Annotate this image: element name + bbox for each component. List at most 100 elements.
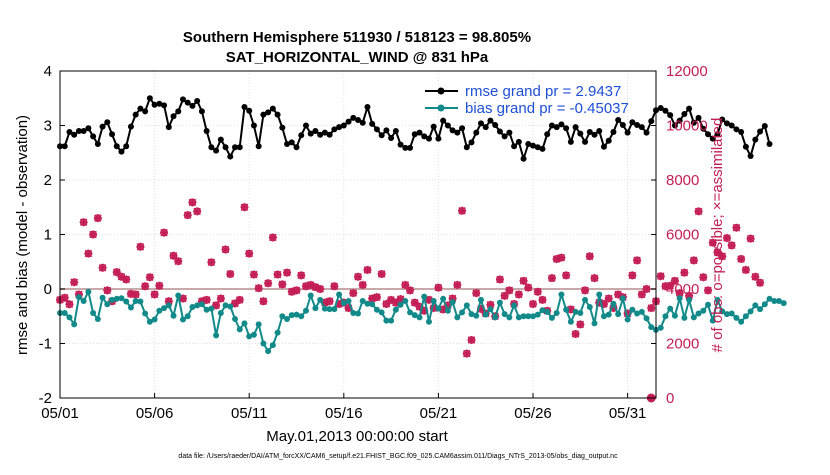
bias-point <box>619 295 626 302</box>
x-tick-label: 05/26 <box>514 405 552 422</box>
rmse-point <box>473 129 480 136</box>
rmse-point <box>94 141 101 148</box>
bias-point <box>241 320 248 327</box>
obs-assimilated-marker <box>84 249 93 258</box>
bias-point <box>780 300 787 307</box>
obs-assimilated-marker <box>145 273 154 282</box>
rmse-point <box>146 95 153 102</box>
obs-assimilated-marker <box>117 272 126 281</box>
obs-assimilated-marker <box>476 304 485 313</box>
obs-assimilated-marker <box>713 248 722 257</box>
x-axis-label: May.01,2013 00:00:00 start <box>266 428 448 445</box>
rmse-point <box>492 121 499 128</box>
bias-point <box>373 306 380 313</box>
bias-point <box>742 313 749 320</box>
bias-point <box>165 302 172 309</box>
rmse-point <box>203 127 210 134</box>
rmse-point <box>388 135 395 142</box>
obs-assimilated-marker <box>283 268 292 277</box>
bias-point <box>137 298 144 305</box>
obs-assimilated-marker <box>727 241 736 250</box>
obs-assimilated-marker <box>604 294 613 303</box>
rmse-point <box>624 129 631 136</box>
obs-assimilated-marker <box>500 291 509 300</box>
rmse-point <box>364 103 371 110</box>
bias-point <box>634 310 641 317</box>
bias-point <box>752 302 759 309</box>
rmse-point <box>340 122 347 129</box>
obs-assimilated-marker <box>666 281 675 290</box>
bias-point <box>345 297 352 304</box>
bias-point <box>232 315 239 322</box>
x-tick-label: 05/11 <box>231 405 267 422</box>
bias-point <box>496 299 503 306</box>
chart-subtitle: SAT_HORIZONTAL_WIND @ 831 hPa <box>226 49 489 66</box>
obs-assimilated-marker <box>647 304 656 313</box>
bias-point <box>705 301 712 308</box>
obs-assimilated-marker <box>278 280 287 289</box>
rmse-point <box>430 123 437 130</box>
rmse-point <box>293 144 300 151</box>
rmse-point <box>520 155 527 162</box>
bias-point <box>473 312 480 319</box>
y-tick-label: -2 <box>39 390 52 407</box>
rmse-point <box>369 120 376 127</box>
bias-point <box>411 312 418 319</box>
bias-series <box>57 288 787 355</box>
legend: rmse grand pr = 2.9437 bias grand pr = -… <box>425 83 629 117</box>
rmse-point <box>548 122 555 129</box>
obs-assimilated-marker <box>363 265 372 274</box>
rmse-point <box>66 129 73 136</box>
obs-assimilated-marker <box>415 302 424 311</box>
obs-assimilated-marker <box>349 289 358 298</box>
obs-assimilated-marker <box>344 304 353 313</box>
rmse-point <box>61 143 68 150</box>
obs-assimilated-marker <box>112 268 121 277</box>
obs-assimilated-marker <box>443 301 452 310</box>
rmse-point <box>392 127 399 134</box>
rmse-point <box>421 133 428 140</box>
bias-point <box>90 309 97 316</box>
obs-assimilated-marker <box>292 286 301 295</box>
rmse-point <box>638 124 645 131</box>
rmse-point <box>463 144 470 151</box>
bias-point <box>269 342 276 349</box>
obs-assimilated-marker <box>131 290 140 299</box>
bias-point <box>648 324 655 331</box>
rmse-point <box>288 139 295 146</box>
rmse-point <box>274 111 281 118</box>
rmse-point <box>90 133 97 140</box>
bias-point <box>170 312 177 319</box>
rmse-point <box>269 105 276 112</box>
bias-point <box>577 309 584 316</box>
bias-point <box>686 296 693 303</box>
y-tick-label: 4 <box>44 63 52 80</box>
obs-assimilated-marker <box>226 270 235 279</box>
obs-assimilated-marker <box>675 289 684 298</box>
rmse-point <box>307 130 314 137</box>
bias-point <box>194 302 201 309</box>
bias-point <box>454 314 461 321</box>
rmse-point <box>198 108 205 115</box>
obs-assimilated-marker <box>680 268 689 277</box>
obs-assimilated-marker <box>704 286 713 295</box>
bias-point <box>624 316 631 323</box>
rmse-point <box>686 105 693 112</box>
bias-point <box>766 295 773 302</box>
obs-assimilated-marker <box>406 286 415 295</box>
obs-assimilated-marker <box>708 238 717 247</box>
rmse-point <box>142 108 149 115</box>
obs-assimilated-marker <box>599 299 608 308</box>
obs-assimilated-marker <box>718 252 727 261</box>
obs-assimilated-marker <box>372 293 381 302</box>
rmse-point <box>123 143 130 150</box>
obs-assimilated-marker <box>297 271 306 280</box>
rmse-point <box>619 121 626 128</box>
obs-assimilated-marker <box>633 256 642 265</box>
obs-assimilated-marker <box>566 305 575 314</box>
rmse-point <box>250 122 257 129</box>
obs-assimilated-marker <box>254 284 263 293</box>
y-tick-label: -1 <box>39 336 52 353</box>
bias-point <box>771 297 778 304</box>
bias-point <box>468 311 475 318</box>
